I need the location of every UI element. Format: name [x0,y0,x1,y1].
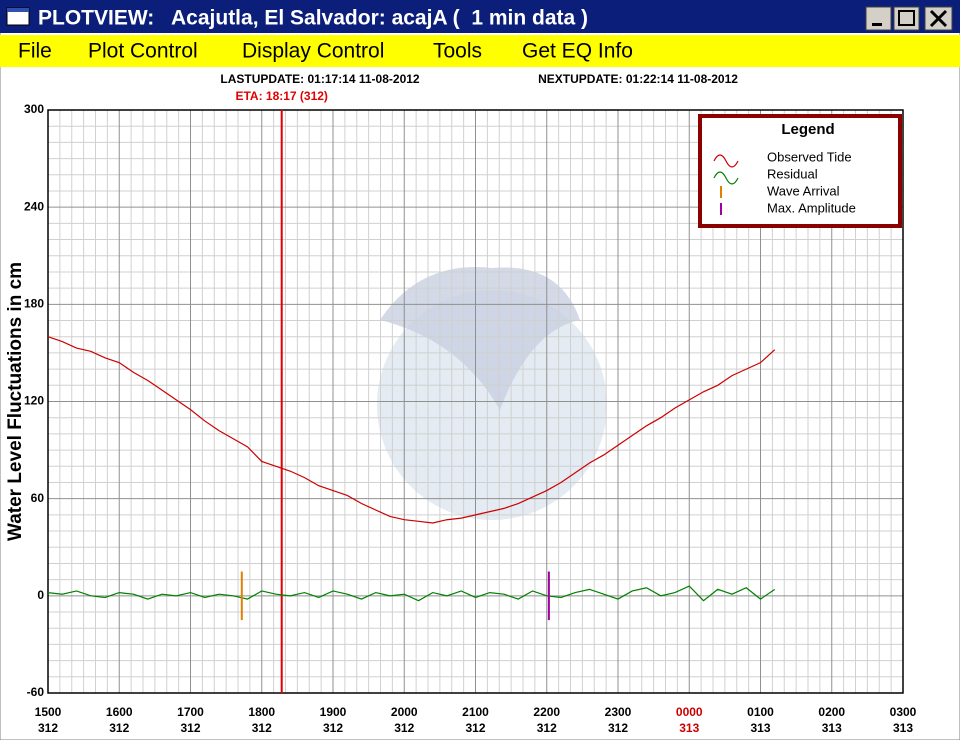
series-line [47,336,776,524]
x-tick-day-label: 312 [252,721,272,735]
window-title: PLOTVIEW: Acajutla, El Salvador: acajA (… [38,7,588,30]
x-tick-label: 1900 [320,705,347,719]
window-buttons [865,6,953,31]
last-update: LASTUPDATE: 01:17:14 11-08-2012 [220,72,420,86]
x-tick-day-label: 312 [537,721,557,735]
y-axis-label: Water Level Fluctuations in cm [5,262,26,541]
x-tick-day-label: 313 [822,721,842,735]
x-tick-day-label: 312 [465,721,485,735]
x-tick-day-label: 313 [893,721,913,735]
menu-bar [0,35,960,67]
app-icon-bar [7,8,29,12]
eta-label: ETA: 18:17 (312) [235,89,327,103]
x-tick-day-label: 312 [394,721,414,735]
close-icon [929,9,948,28]
x-tick-label: 0300 [890,705,917,719]
watermark-bird [380,267,580,410]
y-tick-label: 240 [24,199,44,213]
y-tick-label: 0 [37,588,44,602]
title-bar [0,0,960,33]
y-tick-label: 60 [31,491,45,505]
next-update: NEXTUPDATE: 01:22:14 11-08-2012 [538,72,738,86]
maximize-icon [898,10,915,26]
legend-swatch [713,154,739,168]
x-tick-label: 1600 [106,705,133,719]
menu-item[interactable]: Get EQ Info [522,40,633,63]
x-tick-label: 1800 [248,705,275,719]
x-tick-label: 2200 [533,705,560,719]
legend-title: Legend [781,121,834,138]
x-tick-label: 0100 [747,705,774,719]
menu-item[interactable]: Plot Control [88,40,198,63]
y-tick-label: 120 [24,394,44,408]
menu-item[interactable]: File [18,40,52,63]
legend-swatch [713,171,739,185]
legend: Legend Observed Tide Residual Wave Arrival M… [698,114,902,228]
x-tick-label: 2000 [391,705,418,719]
x-tick-label: 1500 [35,705,62,719]
x-tick-label: 1700 [177,705,204,719]
menu-item[interactable]: Display Control [242,40,384,63]
x-tick-day-label: 312 [180,721,200,735]
x-tick-day-label: 312 [608,721,628,735]
x-tick-day-label: 313 [679,721,699,735]
menu-item[interactable]: Tools [433,40,482,63]
y-tick-label: -60 [27,685,45,699]
legend-box [698,114,902,228]
watermark-logo [377,290,607,520]
y-tick-label: 180 [24,297,44,311]
minimize-icon [872,23,882,26]
legend-label: Observed Tide [767,149,852,164]
x-tick-label: 0200 [818,705,845,719]
x-tick-day-label: 312 [323,721,343,735]
legend-label: Wave Arrival [767,183,840,198]
x-tick-day-label: 312 [38,721,58,735]
plot-area: 300 240 180 120 60 0 -60 1500 312 1600 312 1700 312 1… [5,72,917,735]
y-tick-label: 300 [24,102,44,116]
x-tick-day-label: 313 [750,721,770,735]
minimize-button[interactable] [865,6,892,31]
plot-border [47,109,904,694]
series-line [47,585,776,602]
menu-items: File Plot Control Display Control Tools Get … [18,40,633,63]
legend-label: Residual [767,166,818,181]
x-tick-label: 2300 [605,705,632,719]
x-tick-label: 2100 [462,705,489,719]
x-tick-label: 0000 [676,705,703,719]
x-tick-day-label: 312 [109,721,129,735]
legend-label: Max. Amplitude [767,200,856,215]
